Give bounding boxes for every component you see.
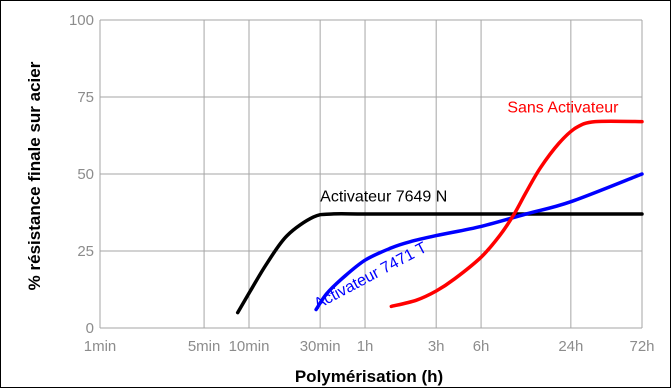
x-tick-label: 1h (357, 338, 374, 355)
y-axis-label: % résistance finale sur acier (25, 61, 44, 290)
series-lines (235, 119, 644, 315)
series-line-3 (389, 119, 644, 309)
series-annotation-3: Sans Activateur (507, 99, 619, 116)
y-tick-label: 50 (77, 166, 94, 183)
series-line-1 (235, 212, 644, 315)
grid (99, 19, 643, 329)
y-tick-label: 75 (77, 89, 94, 106)
x-tick-label: 10min (229, 338, 270, 355)
series-annotation-1: Activateur 7649 N (320, 189, 447, 206)
y-tick-label: 0 (86, 320, 94, 337)
x-tick-label: 5min (188, 338, 221, 355)
y-tick-label: 25 (77, 243, 94, 260)
x-axis-label: Polymérisation (h) (295, 367, 443, 386)
x-tick-label: 24h (558, 338, 583, 355)
x-tick-label: 3h (428, 338, 445, 355)
x-tick-label: 1min (84, 338, 117, 355)
x-tick-label: 6h (473, 338, 490, 355)
y-tick-label: 100 (69, 12, 94, 29)
x-tick-label: 30min (300, 338, 341, 355)
tick-labels: 0 25 50 75 100 1min 5min 10min 30min 1h 3h 6h 24h 72h (69, 12, 655, 355)
series-line-2 (314, 172, 644, 312)
x-tick-label: 72h (629, 338, 654, 355)
